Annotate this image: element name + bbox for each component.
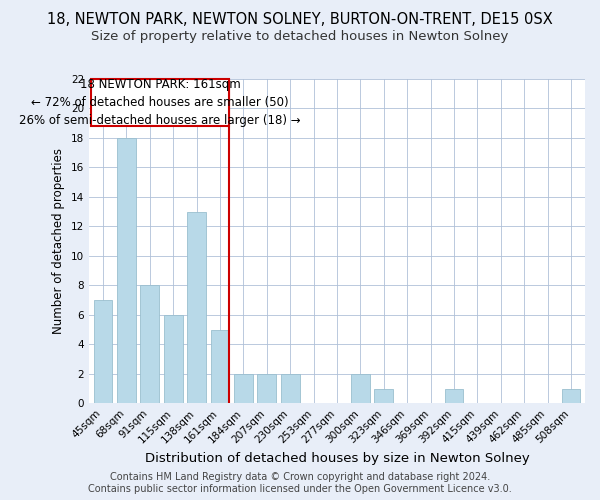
Bar	[164, 315, 182, 404]
Bar	[374, 388, 393, 404]
Bar	[211, 330, 229, 404]
Bar	[281, 374, 299, 404]
Bar	[94, 300, 112, 404]
Bar	[351, 374, 370, 404]
Bar	[187, 212, 206, 404]
Bar	[445, 388, 463, 404]
Bar	[234, 374, 253, 404]
Text: Contains HM Land Registry data © Crown copyright and database right 2024.
Contai: Contains HM Land Registry data © Crown c…	[88, 472, 512, 494]
Bar	[257, 374, 276, 404]
Bar	[562, 388, 580, 404]
Bar	[117, 138, 136, 404]
Text: 18, NEWTON PARK, NEWTON SOLNEY, BURTON-ON-TRENT, DE15 0SX: 18, NEWTON PARK, NEWTON SOLNEY, BURTON-O…	[47, 12, 553, 28]
Text: Size of property relative to detached houses in Newton Solney: Size of property relative to detached ho…	[91, 30, 509, 43]
Bar	[140, 286, 159, 404]
X-axis label: Distribution of detached houses by size in Newton Solney: Distribution of detached houses by size …	[145, 452, 529, 465]
Text: 18 NEWTON PARK: 161sqm
← 72% of detached houses are smaller (50)
26% of semi-det: 18 NEWTON PARK: 161sqm ← 72% of detached…	[19, 78, 301, 127]
FancyBboxPatch shape	[91, 79, 229, 126]
Y-axis label: Number of detached properties: Number of detached properties	[52, 148, 65, 334]
